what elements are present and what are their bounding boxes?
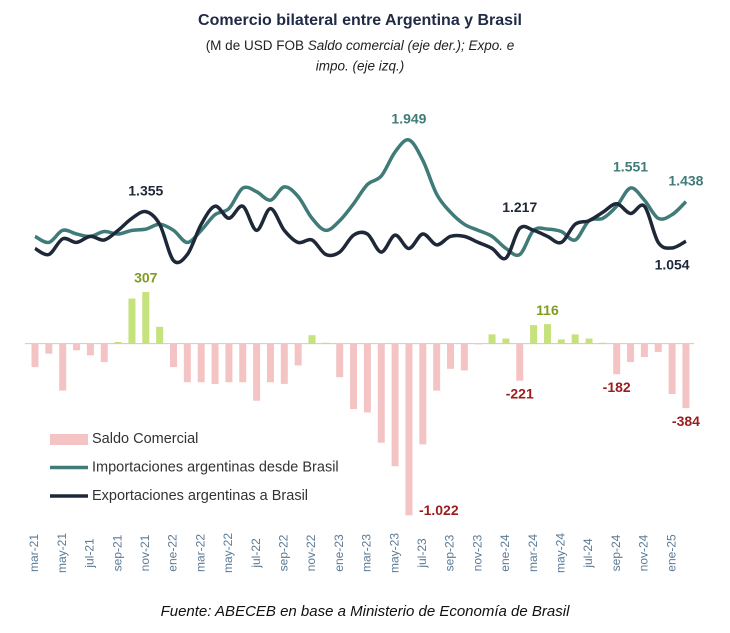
bar	[197, 343, 205, 383]
bar	[59, 343, 67, 391]
bar	[474, 343, 482, 345]
legend-label: Exportaciones argentinas a Brasil	[92, 488, 308, 504]
bar	[377, 343, 385, 443]
bar	[211, 343, 219, 384]
bar	[571, 334, 579, 344]
bar-value-label: 116	[536, 302, 559, 318]
bar	[391, 343, 399, 467]
chart-subtitle: impo. (eje izq.)	[316, 59, 405, 74]
bar	[128, 298, 136, 344]
chart-title: Comercio bilateral entre Argentina y Bra…	[198, 12, 522, 29]
bar-value-label: 307	[134, 270, 158, 286]
x-tick-label: jul-24	[581, 538, 595, 569]
x-tick-label: sep-23	[443, 534, 457, 571]
bar	[488, 334, 496, 344]
subtitle-part: Saldo comercial (eje der.); Expo. e	[308, 38, 515, 53]
line-series	[34, 202, 687, 265]
bar	[170, 343, 177, 368]
x-tick-label: may-23	[387, 533, 401, 573]
bar	[682, 343, 690, 409]
x-tick-label: jul-23	[415, 538, 429, 569]
bar-value-label: -221	[506, 385, 534, 401]
x-tick-label: sep-21	[110, 534, 124, 571]
x-tick-label: jul-22	[249, 538, 263, 569]
bar	[266, 343, 274, 383]
line-value-label: 1.054	[655, 257, 690, 273]
bar	[73, 343, 81, 351]
bar	[405, 343, 413, 516]
bar	[557, 339, 565, 344]
bar-value-label: -182	[603, 379, 631, 395]
bar	[599, 342, 607, 344]
bar	[253, 343, 261, 401]
bar	[114, 341, 122, 344]
bar	[86, 343, 94, 356]
line-value-label: 1.949	[391, 111, 426, 127]
bar	[31, 343, 39, 368]
x-tick-label: mar-24	[526, 534, 540, 572]
bar-value-label: -1.022	[419, 502, 459, 518]
bar	[239, 343, 247, 383]
line-series	[34, 138, 688, 257]
x-tick-label: mar-23	[360, 534, 374, 572]
bar	[156, 326, 164, 344]
bar	[183, 343, 191, 383]
bar	[142, 292, 150, 344]
bar	[280, 343, 288, 384]
bar	[100, 343, 108, 363]
bar	[447, 343, 454, 369]
bar	[322, 342, 330, 344]
bar	[433, 343, 441, 391]
bar	[627, 343, 635, 363]
line-value-label: 1.355	[128, 182, 163, 198]
bar	[336, 343, 344, 378]
bar	[668, 343, 676, 394]
line-value-label: 1.217	[502, 199, 537, 215]
x-tick-label: nov-21	[138, 534, 152, 571]
line-value-label: 1.551	[613, 159, 648, 175]
subtitle-part: (M de USD FOB	[206, 38, 304, 53]
chart-subtitle: (M de USD FOB Saldo comercial (eje der.)…	[206, 38, 515, 53]
bar	[502, 338, 510, 344]
x-tick-label: jul-21	[83, 538, 97, 569]
x-tick-label: may-21	[55, 533, 69, 573]
bar	[350, 343, 358, 410]
bar	[419, 343, 427, 445]
legend-label: Importaciones argentinas desde Brasil	[92, 459, 339, 475]
bar	[225, 343, 233, 383]
x-tick-label: ene-25	[664, 534, 678, 572]
bar	[516, 343, 524, 381]
legend-label: Saldo Comercial	[92, 431, 198, 447]
x-tick-label: mar-22	[193, 534, 207, 572]
x-tick-label: sep-24	[609, 534, 623, 571]
x-tick-label: mar-21	[27, 534, 41, 572]
bar	[654, 343, 662, 352]
bar	[363, 343, 371, 413]
x-tick-label: may-24	[553, 533, 567, 573]
bar	[530, 325, 538, 344]
source-note: Fuente: ABECEB en base a Ministerio de E…	[161, 603, 570, 620]
bar	[45, 343, 53, 354]
x-tick-label: ene-24	[498, 534, 512, 572]
x-tick-label: nov-22	[304, 534, 318, 571]
bar-value-label: -384	[672, 413, 700, 429]
bar	[613, 343, 621, 375]
bar	[460, 343, 468, 371]
bar	[585, 338, 593, 344]
bar	[640, 343, 648, 358]
legend-swatch	[50, 434, 88, 445]
x-tick-label: ene-22	[166, 534, 180, 572]
line-value-label: 1.438	[668, 172, 703, 188]
x-tick-label: ene-23	[332, 534, 346, 572]
x-tick-label: nov-23	[470, 534, 484, 571]
x-tick-label: sep-22	[276, 534, 290, 571]
bar	[294, 343, 302, 366]
bar	[543, 324, 551, 344]
bar	[308, 335, 316, 344]
x-tick-label: may-22	[221, 533, 235, 573]
x-tick-label: nov-24	[637, 534, 651, 571]
